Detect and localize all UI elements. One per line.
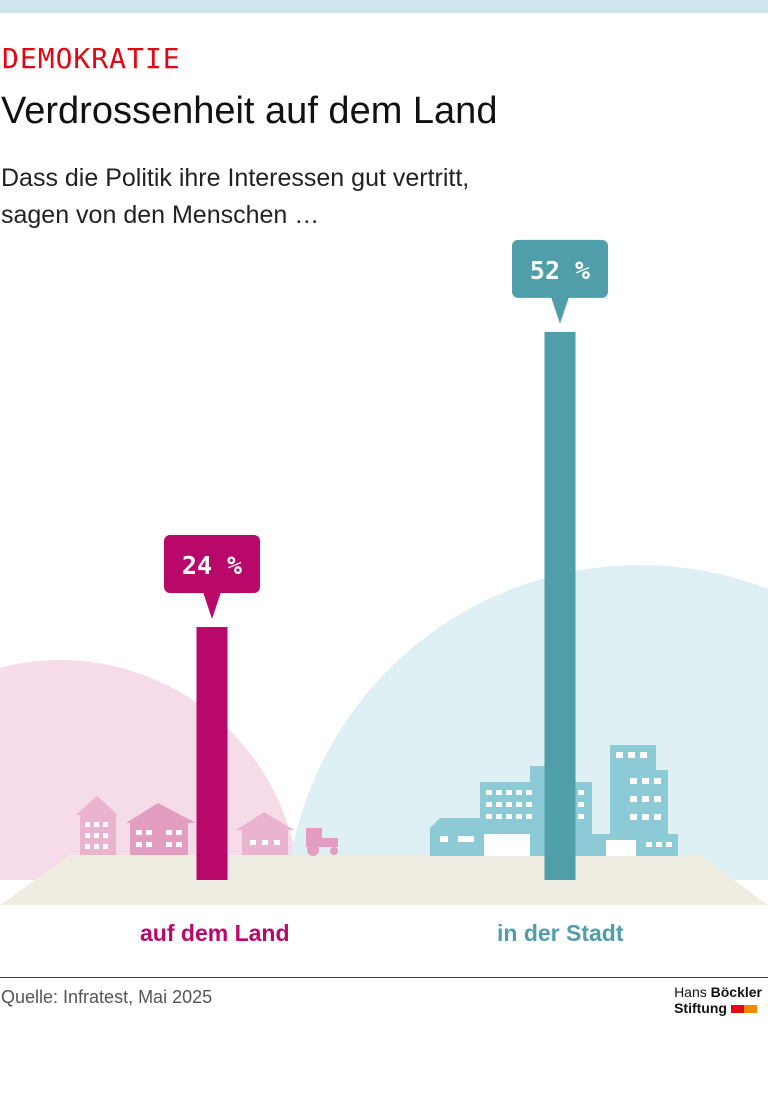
chart: 24 % 52 % bbox=[0, 239, 768, 905]
callout-1 bbox=[512, 239, 608, 298]
page-title: Verdrossenheit auf dem Land bbox=[1, 90, 498, 132]
value-label-1: 52 % bbox=[530, 256, 590, 285]
tractor-icon bbox=[306, 828, 338, 856]
subtitle-line-2: sagen von den Menschen … bbox=[1, 201, 320, 229]
category-label-stadt: in der Stadt bbox=[497, 920, 624, 946]
source-note: Quelle: Infratest, Mai 2025 bbox=[1, 987, 213, 1007]
callout-pointer-0 bbox=[203, 592, 221, 620]
divider bbox=[0, 977, 768, 978]
category-label-land: auf dem Land bbox=[140, 920, 290, 946]
value-label-0: 24 % bbox=[182, 551, 242, 580]
bar-0 bbox=[196, 627, 228, 880]
callout-0 bbox=[164, 535, 260, 594]
logo-orange-square bbox=[743, 1005, 757, 1014]
village-icon bbox=[76, 796, 294, 855]
logo-text-hans: Hans bbox=[674, 984, 707, 1000]
kicker: DEMOKRATIE bbox=[2, 42, 181, 75]
subtitle-line-1: Dass die Politik ihre Interessen gut ver… bbox=[1, 164, 470, 192]
hans-boeckler-logo: Hans Böckler Stiftung bbox=[674, 984, 762, 1016]
logo-text-stiftung: Stiftung bbox=[674, 1000, 727, 1016]
logo-red-square bbox=[730, 1005, 744, 1014]
ground bbox=[0, 855, 768, 905]
logo-text-boeckler: Böckler bbox=[710, 984, 762, 1000]
callout-pointer-1 bbox=[551, 296, 569, 324]
top-bar bbox=[0, 0, 768, 13]
bar-1 bbox=[544, 331, 576, 880]
subtitle: Dass die Politik ihre Interessen gut ver… bbox=[1, 160, 469, 234]
bars: 24 % 52 % bbox=[164, 239, 608, 880]
